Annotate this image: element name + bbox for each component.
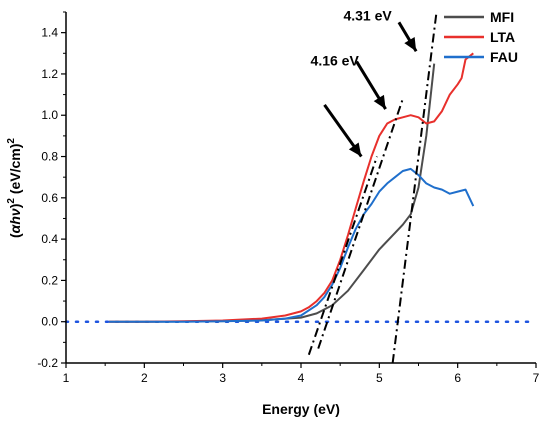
series-line-lta <box>109 52 474 323</box>
arrowhead-1 <box>348 142 362 157</box>
x-tick-label: 6 <box>454 371 461 385</box>
y-tick-label: 0.4 <box>41 232 58 246</box>
tangent-line-2 <box>317 98 404 349</box>
x-tick-label: 3 <box>219 371 226 385</box>
legend-label-mfi: MFI <box>490 9 514 25</box>
y-tick-label: -0.2 <box>37 356 58 370</box>
y-tick-label: 0.2 <box>41 273 58 287</box>
y-axis-title: (αhν)2 (eV/cm)2 <box>6 138 23 238</box>
legend-label-fau: FAU <box>490 49 518 65</box>
tangent-line-3 <box>391 11 438 364</box>
series-line-fau <box>109 167 475 323</box>
y-tick-label: 0.0 <box>41 315 58 329</box>
y-tick-label: 0.6 <box>41 191 58 205</box>
y-tick-label: 0.8 <box>41 150 58 164</box>
y-tick-label: 1.2 <box>41 67 58 81</box>
x-tick-label: 5 <box>376 371 383 385</box>
annotation-label-2: 4.31 eV <box>343 7 392 23</box>
x-tick-label: 4 <box>298 371 305 385</box>
series-line-mfi <box>109 63 436 323</box>
legend: MFI LTA FAU <box>444 9 518 65</box>
plot-area: 4.16 eV4.31 eV5.49 eV <box>64 7 534 364</box>
arrowhead-2 <box>373 94 386 110</box>
axes: 1 2 3 4 5 6 7 -0.2 0.0 0.2 0.4 0.6 0.8 1.0 1.2 1.4 <box>37 11 540 385</box>
x-tick-label: 2 <box>141 371 148 385</box>
tangent-line-1 <box>307 156 378 356</box>
arrowhead-3 <box>404 36 417 52</box>
x-tick-label: 7 <box>533 371 540 385</box>
legend-label-lta: LTA <box>490 29 515 45</box>
y-tick-label: 1.0 <box>41 108 58 122</box>
x-tick-label: 1 <box>63 371 70 385</box>
y-tick-label: 1.4 <box>41 26 58 40</box>
annotation-label-1: 4.16 eV <box>311 53 360 69</box>
x-axis-title: Energy (eV) <box>262 401 340 417</box>
